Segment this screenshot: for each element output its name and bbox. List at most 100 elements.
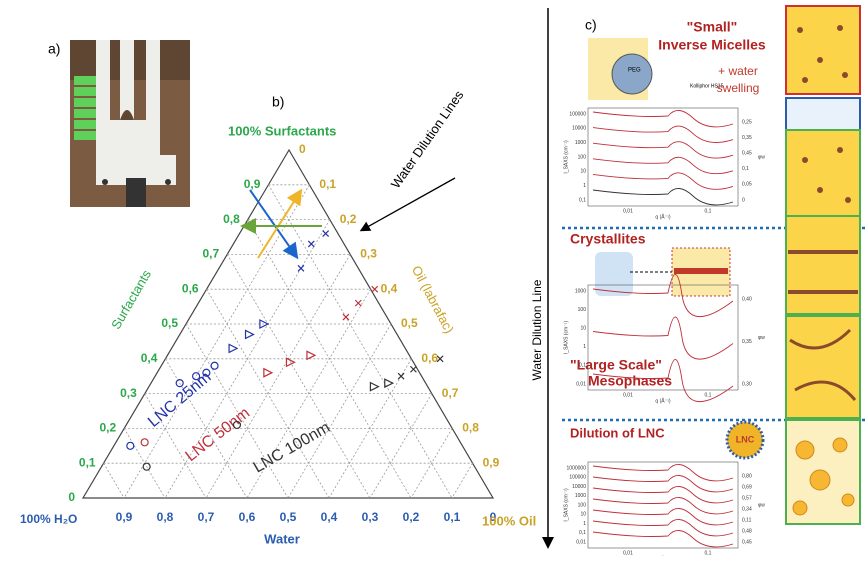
y-tick-label: 1000 [575,140,586,146]
y-tick-label: 1 [583,521,586,527]
curve-label: 0,45 [742,539,752,545]
y-tick-label: 100 [578,307,587,313]
tick-label: 0,8 [223,212,240,226]
y-tick-label: 1000 [575,493,586,499]
y-axis-title: I_SAXS (cm⁻¹) [563,321,569,355]
section-title: Inverse Micelles [658,37,766,53]
x-tick-label: 0,1 [705,392,712,398]
tick-label: 0,1 [444,510,461,524]
axis-title: Surfactants [108,267,154,332]
y-tick-label: 100 [578,154,587,160]
curve-label: 0,25 [742,119,752,125]
tick-label: 0,6 [421,351,438,365]
section-title: Dilution of LNC [570,425,665,440]
data-point [371,285,379,293]
annotation: + water [718,64,758,78]
curve-label: 0,1 [742,166,749,172]
tick-label: 0,6 [182,281,199,295]
grid-line [369,393,433,499]
dilution-line-label: Water Dilution Line [530,279,544,380]
curve-label: 0,35 [742,339,752,345]
tick-label: 0,7 [203,247,220,261]
x-tick-label: 0,1 [705,208,712,214]
phi-label: φw [758,502,765,508]
y-tick-label: 0,01 [576,381,586,387]
tick-label: 0,5 [280,510,297,524]
icon-text: LNC [736,434,755,444]
curve [592,530,734,548]
x-tick-label: 0,1 [705,550,712,556]
curve [592,156,734,175]
panel-label: a) [48,41,60,57]
grid-line [205,254,351,499]
curve [592,172,734,190]
curve [592,188,734,206]
curve-label: 0,57 [742,495,752,501]
data-point [232,420,242,430]
series-label: LNC 100nm [251,419,333,476]
data-point [202,368,211,377]
y-tick-label: 0,1 [579,530,586,536]
section-title: "Large Scale" [570,357,662,373]
tick-label: 0,7 [442,386,459,400]
tick-label: 0 [490,510,497,524]
data-point [354,299,362,307]
tick-label: 0,9 [483,455,500,469]
panel-label: c) [585,17,597,33]
series-label: LNC 25nm [145,369,215,431]
curve-label: 0,05 [742,182,752,188]
data-point [126,441,135,450]
x-axis-title: q (Å⁻¹) [655,397,670,404]
curve [592,316,734,360]
y-tick-label: 10000 [572,484,586,490]
curve-label: 0 [742,197,745,203]
grid-line [410,428,453,499]
grid-line [328,358,412,499]
plot-frame [587,107,739,207]
photo [70,40,190,207]
panel-label: b) [272,94,284,110]
tick-label: 0,1 [79,455,96,469]
curve-label: 0,40 [742,296,752,302]
schematics [785,5,861,525]
tick-label: 0,3 [360,247,377,261]
curve-label: 0,30 [742,381,752,387]
grid-line [226,254,371,499]
phi-label: φw [758,335,765,341]
data-point [140,438,149,447]
tick-label: 0,4 [321,510,338,524]
y-tick-label: 10 [580,169,586,175]
data-point [297,264,305,272]
y-tick-label: 0,01 [576,539,586,545]
tick-label: 0,4 [381,281,398,295]
curve [592,508,734,526]
curve [592,125,734,143]
curve [592,475,734,493]
tick-label: 0,1 [319,177,336,191]
curve-label: 0,48 [742,528,752,534]
data-point [263,367,274,378]
curve [592,519,734,537]
tick-label: 0,5 [161,316,178,330]
grid-line [103,462,125,499]
data-point [342,313,350,321]
curve [592,464,734,482]
phi-label: φw [758,154,765,160]
tick-label: 0,2 [100,421,117,435]
tick-label: 0,8 [157,510,174,524]
curve [592,110,734,128]
x-tick-label: 0,01 [623,208,633,214]
grid-line [206,288,330,499]
grid-line [123,184,310,499]
tick-label: 0,6 [239,510,256,524]
y-tick-label: 10000 [572,126,586,132]
right-label: 100% Oil [482,513,536,528]
plot-frame [587,284,739,391]
data-point [285,357,296,368]
y-tick-label: 100 [578,502,587,508]
curve-label: 0,34 [742,506,752,512]
curve [592,497,734,515]
top-label: 100% Surfactants [228,123,336,138]
y-tick-label: 1 [583,183,586,189]
